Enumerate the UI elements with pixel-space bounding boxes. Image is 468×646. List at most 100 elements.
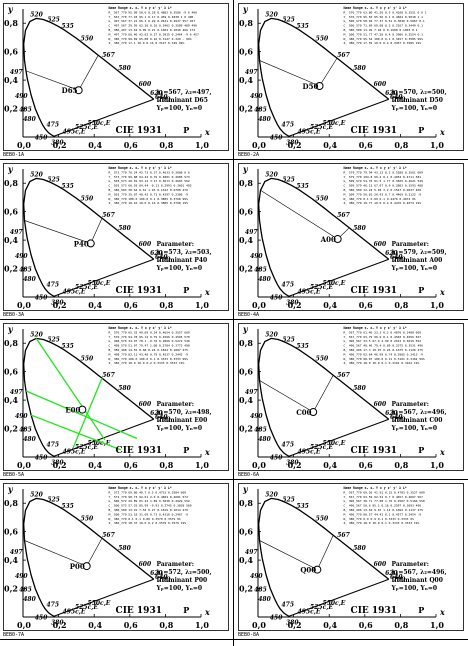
dominant-wavelength-line — [312, 375, 334, 413]
purple-line-label: 525c,E — [310, 124, 333, 131]
locus-wavelength-label: 640 — [390, 414, 403, 421]
table-row: B_ 380_503 30.64 6.61 1.93 0.1343 0.0708… — [108, 188, 188, 192]
y-tick-label: 0,4 — [239, 395, 253, 405]
dominant-wavelength-line — [30, 414, 122, 451]
table-row: G_ 500_572 29.89 81.42 1.89 0.3038 0.492… — [108, 499, 189, 503]
panel-caption: BEB0-6A — [238, 472, 260, 478]
locus-wavelength-label: 450 — [35, 294, 48, 301]
locus-wavelength-label: 497 — [10, 69, 23, 76]
locus-wavelength-label: 567 — [102, 372, 115, 379]
x-tick-label: 0,0 — [252, 460, 266, 470]
locus-wavelength-label: 620 — [385, 410, 398, 417]
locus-wavelength-label: 525 — [47, 336, 60, 343]
locus-wavelength-label: 485 — [254, 266, 267, 273]
locus-wavelength-label: 567 — [337, 532, 350, 539]
panel-frame — [238, 163, 464, 311]
locus-wavelength-label: 380 — [51, 459, 64, 466]
table-row: G_ 497_567 37.21 66.3 0.29 0.2631 0.4937… — [108, 19, 195, 23]
x-axis-label: x — [204, 287, 210, 297]
x-tick-label: 0,8 — [159, 460, 173, 470]
locus-wavelength-label: 480 — [258, 596, 271, 603]
parameter-title: Parameter: — [392, 241, 429, 248]
x-tick-label: 0,2 — [53, 620, 67, 630]
y-tick-label: 0,4 — [239, 75, 253, 85]
locus-wavelength-label: 535 — [61, 183, 74, 190]
locus-wavelength-label: 475 — [47, 282, 60, 289]
panel-caption: BEB0-1A — [3, 152, 25, 158]
table-row: M_ 503_770 39.87 40.42 0.71 0.4297 0.238… — [108, 192, 188, 196]
x-tick-label: 0,4 — [323, 300, 337, 310]
purple-line-label: 525c,E — [75, 284, 98, 291]
x-tick-label: 0,2 — [288, 300, 302, 310]
parameter-line: Yₚ=100, Yₙ=0 — [156, 105, 203, 112]
locus-wavelength-label: 550 — [316, 356, 329, 363]
locus-wavelength-label: 380 — [286, 299, 299, 306]
parameter-line: Illuminant Q00 — [392, 577, 443, 584]
table-row: N_ 380_770 0.1 0.1 0.00 0.3579 0.3579 0% — [108, 517, 180, 521]
locus-wavelength-label: 535 — [296, 183, 309, 190]
table-row: R_ 567_770 69.26 41.91 0.15 0.4783 0.352… — [343, 490, 424, 494]
y-axis-label: y — [7, 484, 14, 494]
locus-wavelength-label: 700 — [158, 96, 171, 103]
locus-wavelength-label: 380 — [51, 139, 64, 146]
dominant-wavelength-line — [24, 220, 91, 244]
x-tick-label: 0,2 — [53, 460, 67, 470]
locus-wavelength-label: 535 — [296, 343, 309, 350]
locus-wavelength-label: 550 — [316, 516, 329, 523]
locus-wavelength-label: 580 — [353, 385, 366, 392]
locus-wavelength-label: 480 — [23, 276, 36, 283]
chromaticity-panel: 0,0 0,2 0,4 0,6 0,8 1,0 x 0,2 0,4 0,6 0,8 y 520 525 53… — [238, 323, 464, 471]
x-tick-label: 0,0 — [252, 620, 266, 630]
table-row: R_ 567_770 61.46 33.3 0.2 0.4876 0.3488 … — [343, 330, 421, 334]
table-row: M_ 497_770 60.40 42.62 0.27 0.3915 0.246… — [108, 32, 199, 36]
table-row: C_ 496_567 48.46 79.4 0.89 0.2375 0.3531… — [343, 344, 423, 348]
locus-wavelength-label: 700 — [393, 576, 406, 583]
purple-end-label: P — [418, 605, 424, 615]
x-tick-label: 1,0 — [430, 620, 444, 630]
table-row: Y_ 567_770 93.59 92.54 0.7 0.4657 0.4667… — [343, 495, 423, 499]
locus-wavelength-label: 535 — [61, 503, 74, 510]
table-row: R_ 570_770 65.32 40.69 0.24 0.4654 0.355… — [108, 330, 189, 334]
white-point-label: P40 — [74, 239, 89, 248]
white-point-label: D50 — [303, 82, 319, 91]
table-row: R_ 570_770 63.80 41.26 0.5 0.4108 0.3551… — [343, 10, 426, 14]
panel-frame — [3, 163, 229, 311]
locus-wavelength-label: 580 — [118, 65, 131, 72]
locus-wavelength-label: 550 — [81, 356, 94, 363]
purple-line-label: 525c,E — [310, 444, 333, 451]
locus-wavelength-label: 497 — [245, 229, 258, 236]
purple-line — [53, 578, 154, 617]
locus-wavelength-label: 620 — [150, 570, 163, 577]
table-row: C_ 500_570 71.69 69.08 0.2 0.2167 0.3449… — [343, 24, 423, 28]
cie-diagram: 0,0 0,2 0,4 0,6 0,8 1,0 x 0,2 0,4 0,6 0,8 y 520 52553… — [3, 163, 229, 311]
cie-diagram: 0,0 0,2 0,4 0,6 0,8 1,0 x 0,2 0,4 0,6 0,8 y 520 52553… — [238, 163, 464, 311]
dominant-wavelength-line — [259, 60, 320, 87]
parameter-title: Parameter: — [157, 241, 194, 248]
locus-wavelength-label: 480 — [23, 596, 36, 603]
table-row: G_ 496_567 30.71 77.08 1.76 0.2567 0.516… — [343, 499, 424, 503]
x-tick-label: 0,6 — [124, 140, 138, 150]
locus-wavelength-label: 700 — [158, 256, 171, 263]
locus-wavelength-label: 600 — [374, 561, 387, 568]
x-tick-label: 0,4 — [88, 460, 102, 470]
purple-line-label: 495c,E — [63, 128, 86, 135]
white-point-marker — [74, 86, 83, 95]
x-tick-label: 1,0 — [430, 140, 444, 150]
cie-diagram: 0,0 0,2 0,4 0,6 0,8 1,0 x 0,2 0,4 0,6 0,8 y 520 52553… — [3, 3, 229, 151]
table-row: N_ 380_770 100.0 100.0 0.1 0.3333 0.3333… — [108, 357, 188, 361]
locus-wavelength-label: 620 — [385, 570, 398, 577]
y-tick-label: 0,2 — [239, 104, 253, 114]
y-tick-label: 0,4 — [4, 555, 18, 565]
chromaticity-panel: 0,0 0,2 0,4 0,6 0,8 1,0 x 0,2 0,4 0,6 0,8 y 520 525 53… — [238, 483, 464, 631]
y-tick-label: 0,6 — [239, 207, 253, 217]
x-tick-label: 1,0 — [195, 300, 209, 310]
x-tick-label: 0,6 — [124, 460, 138, 470]
chart-title: CIE 1931 — [116, 286, 162, 296]
x-tick-label: 0,8 — [394, 620, 408, 630]
dominant-wavelength-line — [25, 390, 138, 440]
spectral-locus — [258, 177, 390, 297]
locus-wavelength-label: 490 — [15, 253, 28, 260]
table-header: Name Range xₑ xₑ Y x y x' y' λ L* — [108, 486, 171, 490]
y-axis-label: y — [242, 4, 249, 14]
table-row: M_ 500_770 51.77 47.28 0.4 0.3906 0.2554… — [343, 32, 423, 36]
